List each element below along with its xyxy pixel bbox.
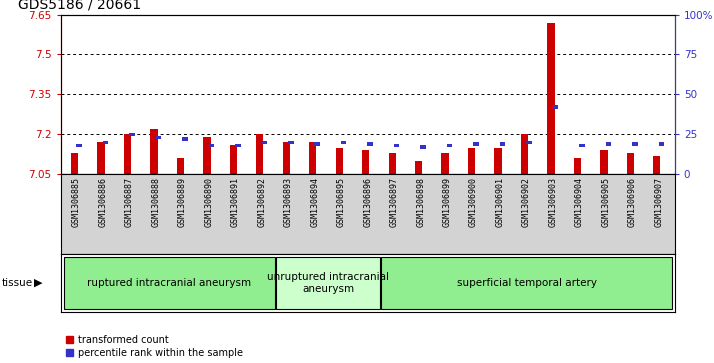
Bar xyxy=(368,142,373,146)
Bar xyxy=(526,140,532,144)
FancyBboxPatch shape xyxy=(276,257,381,309)
Text: GSM1306889: GSM1306889 xyxy=(178,177,187,227)
Bar xyxy=(156,136,161,139)
Bar xyxy=(600,150,608,174)
Bar xyxy=(632,142,638,146)
Bar xyxy=(388,153,396,174)
Text: GSM1306891: GSM1306891 xyxy=(231,177,240,227)
Bar xyxy=(203,137,211,174)
Bar xyxy=(288,140,293,144)
FancyBboxPatch shape xyxy=(64,257,275,309)
Bar xyxy=(473,142,479,146)
Bar xyxy=(415,161,422,174)
Bar xyxy=(150,129,158,174)
Text: GSM1306900: GSM1306900 xyxy=(469,177,478,227)
Bar xyxy=(627,153,634,174)
Bar xyxy=(605,142,611,146)
Bar xyxy=(336,148,343,174)
Text: GSM1306896: GSM1306896 xyxy=(363,177,372,227)
Text: GSM1306906: GSM1306906 xyxy=(628,177,637,227)
Text: GSM1306899: GSM1306899 xyxy=(443,177,452,227)
Text: GSM1306890: GSM1306890 xyxy=(204,177,213,227)
Bar xyxy=(421,145,426,149)
Bar xyxy=(76,144,82,147)
Legend: transformed count, percentile rank within the sample: transformed count, percentile rank withi… xyxy=(66,335,243,358)
Text: GSM1306902: GSM1306902 xyxy=(522,177,531,227)
Bar xyxy=(235,144,241,147)
Bar xyxy=(261,140,267,144)
Text: superficial temporal artery: superficial temporal artery xyxy=(456,278,596,288)
Bar xyxy=(362,150,369,174)
Bar xyxy=(177,158,184,174)
Text: GSM1306903: GSM1306903 xyxy=(548,177,558,227)
Text: GSM1306888: GSM1306888 xyxy=(151,177,161,227)
Text: ruptured intracranial aneurysm: ruptured intracranial aneurysm xyxy=(87,278,251,288)
Text: GSM1306901: GSM1306901 xyxy=(496,177,505,227)
Bar xyxy=(521,134,528,174)
Bar xyxy=(124,134,131,174)
Bar xyxy=(309,142,316,174)
Text: GDS5186 / 20661: GDS5186 / 20661 xyxy=(18,0,141,12)
Text: GSM1306898: GSM1306898 xyxy=(416,177,425,227)
Bar xyxy=(500,142,506,146)
Bar xyxy=(494,148,502,174)
Text: GSM1306897: GSM1306897 xyxy=(390,177,398,227)
Bar xyxy=(256,134,263,174)
Bar xyxy=(71,153,78,174)
Bar xyxy=(658,142,664,146)
Bar xyxy=(103,140,109,144)
Bar xyxy=(230,145,237,174)
Text: GSM1306892: GSM1306892 xyxy=(257,177,266,227)
Text: GSM1306905: GSM1306905 xyxy=(601,177,610,227)
Text: GSM1306885: GSM1306885 xyxy=(72,177,81,227)
Bar xyxy=(548,23,555,174)
Bar xyxy=(447,144,453,147)
Text: tissue: tissue xyxy=(2,278,34,288)
Bar xyxy=(314,142,320,146)
Bar xyxy=(283,142,290,174)
Text: unruptured intracranial
aneurysm: unruptured intracranial aneurysm xyxy=(267,272,389,294)
Bar xyxy=(574,158,581,174)
Text: GSM1306894: GSM1306894 xyxy=(311,177,319,227)
Text: ▶: ▶ xyxy=(34,278,43,288)
Text: GSM1306907: GSM1306907 xyxy=(654,177,663,227)
Bar xyxy=(441,153,448,174)
Bar xyxy=(208,144,214,147)
Bar xyxy=(341,140,346,144)
Bar xyxy=(394,144,399,147)
Bar xyxy=(653,156,660,174)
Text: GSM1306886: GSM1306886 xyxy=(99,177,108,227)
Text: GSM1306893: GSM1306893 xyxy=(283,177,293,227)
Text: GSM1306887: GSM1306887 xyxy=(125,177,134,227)
FancyBboxPatch shape xyxy=(381,257,672,309)
Bar xyxy=(579,144,585,147)
Bar xyxy=(553,105,558,109)
Bar xyxy=(129,132,135,136)
Bar xyxy=(182,137,188,141)
Text: GSM1306895: GSM1306895 xyxy=(337,177,346,227)
Bar xyxy=(468,148,476,174)
Text: GSM1306904: GSM1306904 xyxy=(575,177,584,227)
Bar xyxy=(97,142,105,174)
